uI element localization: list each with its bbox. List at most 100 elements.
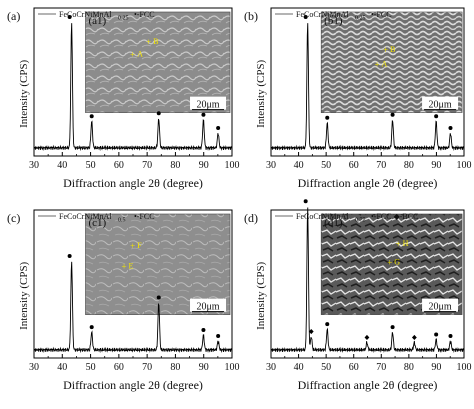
scalebar-box bbox=[422, 298, 459, 312]
inset-point-label: A bbox=[137, 49, 143, 58]
legend-alloy-subscript: 0.75 bbox=[355, 218, 366, 224]
peak-marker-fcc bbox=[156, 111, 161, 116]
peak-marker-fcc bbox=[216, 126, 221, 131]
x-tick-label: 80 bbox=[404, 160, 414, 171]
x-tick-label: 80 bbox=[170, 362, 180, 373]
peak-marker-fcc bbox=[201, 328, 206, 333]
legend-alloy-label: FeCoCrNiMnAl bbox=[59, 212, 112, 221]
peak-marker-fcc bbox=[89, 114, 94, 119]
peak-marker-fcc bbox=[448, 126, 453, 131]
legend-alloy-label: FeCoCrNiMnAl bbox=[296, 10, 349, 19]
micrograph-inset bbox=[85, 11, 231, 113]
x-tick-label: 60 bbox=[114, 160, 124, 171]
scalebar-box bbox=[190, 96, 227, 110]
legend-phase-label: •-FCC bbox=[371, 10, 392, 19]
peak-marker-fcc bbox=[434, 114, 439, 119]
inset-label: (d1) bbox=[324, 217, 343, 229]
peak-marker-fcc bbox=[67, 15, 72, 20]
x-tick-label: 60 bbox=[114, 362, 124, 373]
x-tick-label: 70 bbox=[376, 160, 386, 171]
x-tick-label: 50 bbox=[86, 362, 96, 373]
x-tick-label: 100 bbox=[225, 362, 240, 373]
inset-point-label: E bbox=[129, 261, 134, 270]
x-axis-label: Diffraction angle 2θ (degree) bbox=[63, 378, 203, 392]
inset-label: (b1) bbox=[324, 15, 343, 27]
inset-point-label: G bbox=[394, 257, 400, 266]
panel-label: (b) bbox=[244, 9, 258, 23]
panel-label: (d) bbox=[244, 211, 258, 225]
inset-point-marker: + bbox=[130, 49, 135, 59]
xrd-trace bbox=[33, 23, 233, 152]
peak-marker-fcc bbox=[448, 333, 453, 338]
x-tick-label: 30 bbox=[29, 362, 39, 373]
x-tick-label: 50 bbox=[321, 362, 331, 373]
inset-point-marker: + bbox=[396, 239, 401, 249]
x-tick-label: 30 bbox=[29, 160, 39, 171]
legend-phase-label: •-FCC bbox=[134, 10, 155, 19]
y-axis-label: Intensity (CPS) bbox=[255, 59, 267, 127]
xrd-trace bbox=[33, 261, 233, 354]
x-tick-label: 40 bbox=[294, 362, 304, 373]
inset-point-label: H bbox=[403, 239, 409, 248]
y-axis-label: Intensity (CPS) bbox=[18, 59, 30, 127]
x-tick-label: 30 bbox=[266, 362, 276, 373]
x-axis-label: Diffraction angle 2θ (degree) bbox=[63, 176, 203, 190]
x-tick-label: 90 bbox=[199, 160, 209, 171]
peak-marker-fcc bbox=[67, 254, 72, 259]
inset-point-marker: + bbox=[130, 241, 135, 251]
peak-marker-fcc bbox=[325, 322, 330, 327]
panel-label: (c) bbox=[7, 211, 20, 225]
x-tick-label: 70 bbox=[142, 362, 152, 373]
inset-label: (a1) bbox=[88, 15, 106, 27]
x-tick-label: 60 bbox=[349, 160, 359, 171]
x-axis-label: Diffraction angle 2θ (degree) bbox=[298, 176, 438, 190]
xrd-trace bbox=[270, 23, 465, 152]
scalebar-label: 20μm bbox=[196, 302, 219, 313]
x-tick-label: 90 bbox=[431, 362, 441, 373]
x-tick-label: 70 bbox=[142, 160, 152, 171]
inset-point-label: A bbox=[382, 59, 388, 68]
x-tick-label: 100 bbox=[225, 160, 240, 171]
x-tick-label: 70 bbox=[376, 362, 386, 373]
peak-marker-fcc bbox=[216, 333, 221, 338]
micrograph-inset bbox=[320, 11, 463, 113]
legend-alloy-subscript: 0.5 bbox=[118, 218, 126, 224]
peak-marker-fcc bbox=[434, 332, 439, 337]
legend-alloy-subscript: 0.25 bbox=[118, 16, 129, 22]
peak-marker-fcc bbox=[325, 115, 330, 120]
scalebar-label: 20μm bbox=[428, 100, 451, 111]
legend-alloy-label: FeCoCrNiMnAl bbox=[296, 212, 349, 221]
peak-marker-fcc bbox=[89, 325, 94, 330]
x-tick-label: 40 bbox=[57, 160, 67, 171]
peak-marker-fcc bbox=[390, 325, 395, 330]
scalebar-box bbox=[422, 96, 459, 110]
x-tick-label: 40 bbox=[57, 362, 67, 373]
x-tick-label: 90 bbox=[199, 362, 209, 373]
x-tick-label: 80 bbox=[404, 362, 414, 373]
x-tick-label: 50 bbox=[321, 160, 331, 171]
peak-marker-fcc bbox=[201, 112, 206, 117]
peak-marker-bcc bbox=[308, 328, 314, 335]
legend-phase-label: •-FCC ◆-BCC bbox=[371, 212, 418, 221]
xrd-trace bbox=[270, 207, 465, 354]
y-axis-label: Intensity (CPS) bbox=[255, 261, 267, 329]
x-axis-label: Diffraction angle 2θ (degree) bbox=[298, 378, 438, 392]
legend-alloy-subscript: 0.25 bbox=[355, 16, 366, 22]
scalebar-label: 20μm bbox=[428, 302, 451, 313]
peak-marker-bcc bbox=[364, 334, 370, 341]
inset-point-marker: + bbox=[375, 59, 380, 69]
peak-marker-fcc bbox=[303, 199, 308, 204]
micrograph-inset bbox=[320, 213, 463, 315]
x-tick-label: 40 bbox=[294, 160, 304, 171]
x-tick-label: 50 bbox=[86, 160, 96, 171]
x-tick-label: 60 bbox=[349, 362, 359, 373]
peak-marker-fcc bbox=[390, 112, 395, 117]
scalebar-box bbox=[190, 298, 227, 312]
inset-point-label: B bbox=[153, 37, 158, 46]
peak-marker-fcc bbox=[156, 295, 161, 300]
inset-point-label: B bbox=[390, 45, 395, 54]
